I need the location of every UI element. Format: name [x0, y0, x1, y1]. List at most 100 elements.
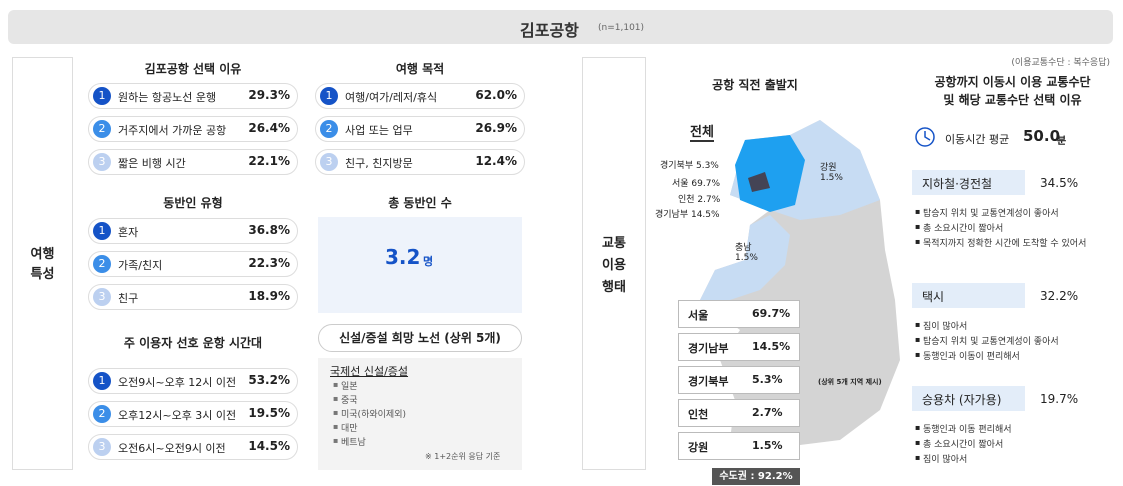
- table-row: [678, 333, 800, 361]
- side-label: 특성: [30, 267, 55, 282]
- table-row: [678, 432, 800, 460]
- rank-pill: [88, 251, 298, 277]
- rank-value: 53.2%: [248, 373, 290, 387]
- table-value: 5.3%: [752, 373, 783, 386]
- route-item: 일본: [341, 382, 358, 392]
- map-region-label: 경기북부 5.3%: [660, 161, 719, 171]
- avg-label: 이동시간 평균: [945, 133, 1010, 146]
- map-region-label: 충남: [735, 243, 752, 253]
- section-title: 주 이용자 선호 운항 시간대: [123, 336, 263, 350]
- table-row: [678, 399, 800, 427]
- departure-title: 공항 직전 출발지: [712, 78, 798, 92]
- mode-reason: 탑승지 위치 및 교통연계성이 좋아서: [923, 337, 1059, 347]
- routes-note: ※ 1+2순위 응답 기준: [425, 452, 501, 461]
- mode-reason: 총 소요시간이 짧아서: [923, 440, 1004, 450]
- table-region: 강원: [688, 441, 709, 454]
- clock-hands: [924, 131, 931, 141]
- table-value: 69.7%: [752, 307, 791, 320]
- map-region-label: 1.5%: [735, 253, 758, 263]
- bullet: ▪: [915, 453, 921, 462]
- avg-value: 50.0: [1023, 127, 1061, 145]
- avg-unit: 분: [1057, 136, 1067, 147]
- chungnam-region: [700, 215, 790, 300]
- routes-box: [318, 358, 522, 470]
- rank-text: 친구, 친지방문: [345, 157, 413, 170]
- bullet: ▪: [915, 237, 921, 246]
- rank-value: 26.4%: [248, 121, 290, 135]
- side-label: 교통: [602, 236, 626, 251]
- route-item: 미국(하와이제외): [341, 410, 406, 420]
- section-title: 김포공항 선택 이유: [144, 62, 242, 76]
- table-value: 14.5%: [752, 340, 791, 353]
- rank-number: 3: [93, 288, 111, 306]
- table-row: [678, 366, 800, 394]
- table-note: (상위 5개 지역 제시): [818, 378, 882, 386]
- map-label: 전체: [690, 121, 714, 142]
- rank-number: 3: [320, 153, 338, 171]
- routes-title: 신설/증설 희망 노선 (상위 5개): [318, 324, 522, 352]
- rank-pill: [88, 83, 298, 109]
- routes-subtitle: 국제선 신설/증설: [330, 365, 409, 378]
- header-bar: [8, 10, 1113, 44]
- mode-value: 34.5%: [1040, 176, 1079, 190]
- mode-value: 32.2%: [1040, 289, 1079, 303]
- bullet: ▪: [333, 408, 339, 417]
- table-value: 1.5%: [752, 439, 783, 452]
- rank-text: 오전9시~오후 12시 이전: [118, 376, 237, 389]
- rank-number: 3: [93, 438, 111, 456]
- rank-value: 36.8%: [248, 223, 290, 237]
- mode-name: 승용차 (자가용): [912, 386, 1025, 411]
- rank-text: 거주지에서 가까운 공항: [118, 124, 227, 137]
- rank-pill: [315, 116, 525, 142]
- rank-value: 22.1%: [248, 154, 290, 168]
- side-label-box: [582, 57, 646, 470]
- capital-region: [735, 135, 805, 212]
- side-label-box: [12, 57, 73, 470]
- clock-icon: [915, 127, 935, 147]
- map-region-label: 강원: [820, 163, 837, 173]
- rank-value: 19.5%: [248, 406, 290, 420]
- rank-value: 26.9%: [475, 121, 517, 135]
- bullet: ▪: [915, 207, 921, 216]
- rank-number: 1: [93, 222, 111, 240]
- header-n: (n=1,101): [598, 23, 645, 33]
- table-value: 2.7%: [752, 406, 783, 419]
- section-title: 여행 목적: [395, 62, 445, 76]
- table-row: [678, 300, 800, 328]
- rank-number: 1: [93, 372, 111, 390]
- rank-text: 가족/친지: [118, 259, 163, 272]
- route-item: 중국: [341, 396, 358, 406]
- mode-name: 택시: [912, 283, 1025, 308]
- rank-value: 22.3%: [248, 256, 290, 270]
- rank-text: 오전6시~오전9시 이전: [118, 442, 226, 455]
- companions-box: [318, 217, 522, 313]
- mode-title: 및 해당 교통수단 선택 이유: [943, 93, 1082, 107]
- mode-reason: 동행인과 이동이 편리해서: [923, 352, 1020, 362]
- mode-title: 공항까지 이동시 이용 교통수단: [934, 75, 1091, 89]
- rank-text: 짧은 비행 시간: [118, 157, 186, 170]
- rank-pill: [88, 149, 298, 175]
- mode-reason: 동행인과 이동 편리해서: [923, 425, 1012, 435]
- bullet: ▪: [915, 335, 921, 344]
- rank-number: 2: [93, 120, 111, 138]
- table-region: 서울: [688, 309, 709, 322]
- bullet: ▪: [915, 320, 921, 329]
- side-label: 여행: [30, 247, 55, 262]
- companions-value: 3.2: [385, 245, 421, 269]
- side-label: 이용: [602, 258, 626, 273]
- rank-number: 3: [93, 153, 111, 171]
- rank-text: 오후12시~오후 3시 이전: [118, 409, 237, 422]
- rank-pill: [88, 401, 298, 427]
- map-region-label: 인천 2.7%: [678, 195, 721, 205]
- section-title: 총 동반인 수: [388, 196, 452, 210]
- bullet: ▪: [915, 423, 921, 432]
- table-region: 경기남부: [688, 342, 729, 355]
- mode-reason: 목적지까지 정확한 시간에 도착할 수 있어서: [923, 239, 1087, 249]
- rank-text: 여행/여가/레저/휴식: [345, 91, 438, 104]
- bullet: ▪: [333, 422, 339, 431]
- rank-value: 12.4%: [475, 154, 517, 168]
- bullet: ▪: [333, 436, 339, 445]
- rank-value: 62.0%: [475, 88, 517, 102]
- rank-pill: [88, 284, 298, 310]
